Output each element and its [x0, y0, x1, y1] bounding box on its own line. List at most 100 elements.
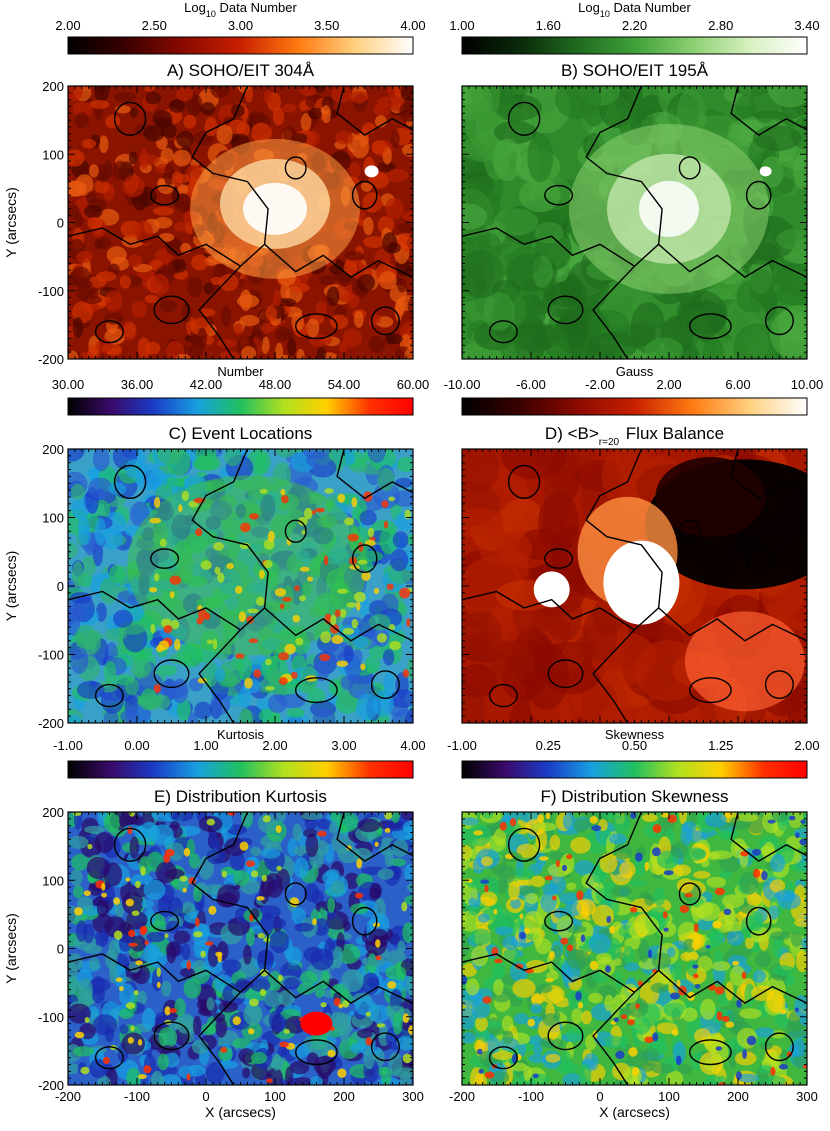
colorbar-e — [67, 760, 414, 779]
colorbar-tick-label: 1.00 — [449, 18, 474, 33]
x-tick-label: -100 — [518, 1089, 544, 1104]
colorbar-tick-label: 4.00 — [400, 18, 425, 33]
y-axis-label: Y (arcsecs) — [3, 913, 19, 984]
colorbar-tick-label: 0.00 — [124, 738, 149, 753]
axis-ticks-e — [67, 811, 414, 1086]
panel-title-c: C) Event Locations — [169, 424, 313, 443]
colorbar-tick-label: 36.00 — [121, 377, 154, 392]
y-tick-label: 0 — [57, 579, 64, 594]
y-tick-label: -100 — [38, 648, 64, 663]
axis-ticks-f — [461, 811, 808, 1086]
colorbar-label-e: Kurtosis — [217, 727, 264, 742]
colorbar-tick-label: 0.50 — [622, 738, 647, 753]
x-tick-label: 100 — [658, 1089, 680, 1104]
map-b — [462, 86, 807, 359]
panel-title-d: D) <B>r=20 Flux Balance — [545, 424, 724, 448]
axis-ticks-d — [461, 448, 808, 724]
y-tick-label: 200 — [42, 79, 64, 94]
panel-title-f: F) Distribution Skewness — [540, 787, 728, 806]
colorbar-tick-label: 4.00 — [400, 738, 425, 753]
y-tick-label: 200 — [42, 442, 64, 457]
colorbar-tick-label: 2.00 — [794, 738, 819, 753]
x-tick-label: 200 — [727, 1089, 749, 1104]
colorbar-tick-label: 3.50 — [314, 18, 339, 33]
y-tick-label: -200 — [38, 716, 64, 731]
x-tick-label: 100 — [264, 1089, 286, 1104]
y-tick-label: -200 — [38, 1078, 64, 1093]
colorbar-tick-label: 60.00 — [397, 377, 430, 392]
y-tick-label: -100 — [38, 284, 64, 299]
panel-title-e: E) Distribution Kurtosis — [154, 787, 327, 806]
colorbar-tick-label: -10.00 — [444, 377, 481, 392]
colorbar-tick-label: 3.00 — [331, 738, 356, 753]
map-d — [462, 449, 807, 723]
colorbar-tick-label: 2.00 — [262, 738, 287, 753]
x-tick-label: -100 — [124, 1089, 150, 1104]
colorbar-tick-label: 10.00 — [791, 377, 824, 392]
colorbar-tick-label: 48.00 — [259, 377, 292, 392]
x-tick-label: 300 — [796, 1089, 818, 1104]
panel-e: Kurtosis -1.00 0.00 1.00 2.00 3.00 4.00 E) Dist… — [3, 727, 426, 1120]
x-axis-label: X (arcsecs) — [205, 1104, 276, 1120]
panel-f: Skewness -1.00 0.25 0.50 1.25 2.00 F) Distribu… — [447, 727, 819, 1120]
colorbar-tick-label: 1.25 — [708, 738, 733, 753]
colorbar-tick-label: -1.00 — [53, 738, 83, 753]
map-a — [68, 86, 413, 359]
colorbar-d — [461, 397, 808, 416]
colorbar-label-a: Log10 Data Number — [184, 0, 297, 19]
colorbar-f — [461, 760, 808, 779]
x-tick-label: 300 — [402, 1089, 424, 1104]
y-tick-label: 100 — [42, 511, 64, 526]
colorbar-b — [461, 36, 808, 55]
axis-ticks-a — [67, 85, 414, 360]
colorbar-tick-label: 1.60 — [536, 18, 561, 33]
panel-d: Gauss -10.00 -6.00 -2.00 2.00 6.00 10.00 D) <B>… — [444, 364, 824, 724]
colorbar-label-c: Number — [217, 364, 264, 379]
panel-title-b: B) SOHO/EIT 195Å — [561, 61, 709, 80]
axis-ticks-b — [461, 85, 808, 360]
colorbar-tick-label: 2.80 — [708, 18, 733, 33]
y-tick-label: 100 — [42, 147, 64, 162]
y-axis-label: Y (arcsecs) — [3, 187, 19, 258]
colorbar-tick-label: -1.00 — [447, 738, 477, 753]
x-tick-label: 0 — [596, 1089, 603, 1104]
x-axis-label: X (arcsecs) — [599, 1104, 670, 1120]
colorbar-tick-label: 1.00 — [193, 738, 218, 753]
colorbar-tick-label: 2.20 — [622, 18, 647, 33]
colorbar-tick-label: 54.00 — [328, 377, 361, 392]
y-tick-label: 200 — [42, 805, 64, 820]
panel-c: Number 30.00 36.00 42.00 48.00 54.00 60.00 C) E… — [3, 364, 430, 731]
y-tick-label: 100 — [42, 873, 64, 888]
map-c — [68, 449, 413, 723]
colorbar-tick-label: 42.00 — [190, 377, 223, 392]
panel-title-a: A) SOHO/EIT 304Å — [167, 61, 315, 80]
colorbar-tick-label: -2.00 — [585, 377, 615, 392]
colorbar-label-d: Gauss — [616, 364, 654, 379]
y-tick-label: 0 — [57, 942, 64, 957]
y-tick-label: 0 — [57, 216, 64, 231]
x-tick-label: -200 — [55, 1089, 81, 1104]
colorbar-tick-label: -6.00 — [516, 377, 546, 392]
colorbar-label-b: Log10 Data Number — [578, 0, 691, 19]
y-tick-label: -200 — [38, 352, 64, 367]
x-tick-label: -200 — [449, 1089, 475, 1104]
colorbar-tick-label: 2.00 — [656, 377, 681, 392]
colorbar-a — [67, 36, 414, 55]
colorbar-tick-label: 3.40 — [794, 18, 819, 33]
panel-b: Log10 Data Number 1.00 1.60 2.20 2.80 3.40 B) … — [449, 0, 820, 360]
map-e — [68, 812, 413, 1085]
colorbar-tick-label: 3.00 — [228, 18, 253, 33]
x-tick-label: 0 — [202, 1089, 209, 1104]
colorbar-label-f: Skewness — [605, 727, 665, 742]
panel-a: Log10 Data Number 2.00 2.50 3.00 3.50 4.00 A) … — [3, 0, 426, 367]
colorbar-tick-label: 6.00 — [725, 377, 750, 392]
map-f — [462, 812, 807, 1085]
colorbar-tick-label: 30.00 — [52, 377, 85, 392]
colorbar-tick-label: 2.00 — [55, 18, 80, 33]
x-tick-label: 200 — [333, 1089, 355, 1104]
colorbar-tick-label: 0.25 — [536, 738, 561, 753]
colorbar-tick-label: 2.50 — [142, 18, 167, 33]
y-tick-label: -100 — [38, 1010, 64, 1025]
y-axis-label: Y (arcsecs) — [3, 551, 19, 622]
